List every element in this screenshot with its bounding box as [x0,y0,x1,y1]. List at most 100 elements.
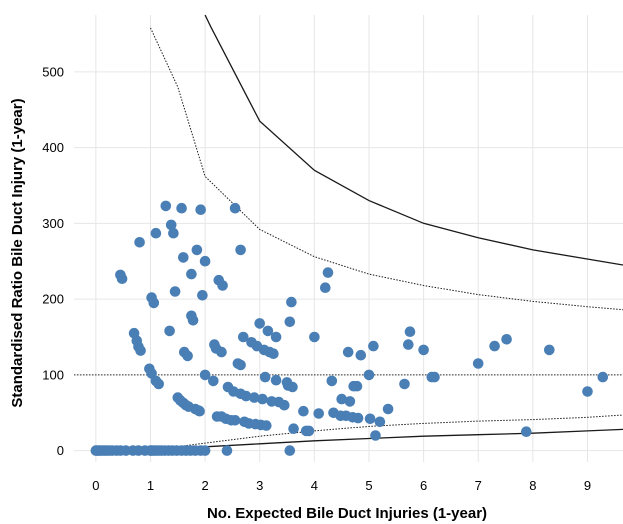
data-point [238,331,249,343]
data-point [178,252,189,263]
data-point [257,393,268,405]
data-point [521,426,532,438]
dotted-upper-limit-line [150,27,623,311]
data-point [355,349,367,361]
data-point [582,386,593,397]
x-tick-label: 2 [201,478,208,493]
data-point [208,375,219,387]
data-point [489,340,500,352]
data-point [262,325,274,337]
data-point [270,331,282,343]
data-point [235,359,246,371]
x-tick-label: 0 [92,478,99,493]
y-axis-ticks: 0 100 200 300 400 500 [42,64,64,458]
data-point [194,405,205,417]
solid-lower-limit-line [150,428,623,452]
data-point [368,340,379,352]
x-tick-label: 8 [529,478,536,493]
dotted-lower-limit-line [147,414,623,452]
data-point [160,200,172,212]
data-point [399,378,410,390]
data-point [472,358,484,369]
data-point [322,267,334,278]
y-tick-label: 400 [42,140,64,155]
data-point [501,334,512,345]
data-point [217,280,228,291]
data-point [352,412,364,424]
data-point [199,255,211,267]
data-point [284,316,296,328]
data-point [254,318,265,329]
data-point [134,237,145,248]
data-point [403,339,414,350]
data-point [344,396,356,407]
data-point [153,378,164,390]
x-axis-ticks: 0 1 2 3 4 5 6 7 8 9 [92,478,591,493]
data-point [199,445,211,456]
data-point [182,350,193,362]
data-point [279,399,290,411]
data-point [363,369,375,381]
data-point [429,371,440,383]
y-tick-label: 500 [42,64,64,79]
data-point [298,405,309,417]
y-tick-label: 100 [42,367,64,382]
funnel-limit-lines [147,14,623,452]
data-point [270,374,282,386]
data-point [382,403,394,415]
x-tick-label: 3 [256,478,263,493]
data-point [268,348,279,360]
data-point [418,344,429,356]
data-point [336,393,348,405]
x-tick-label: 6 [420,478,427,493]
y-tick-label: 0 [57,443,64,458]
data-point [116,273,128,285]
data-point [364,413,376,425]
x-tick-label: 4 [311,478,318,493]
data-point [229,202,241,214]
data-point [165,219,177,231]
data-point [544,344,555,356]
data-point [135,345,146,356]
data-point [597,371,609,383]
data-points [90,200,609,456]
data-point [303,425,315,437]
data-point [284,445,296,456]
x-tick-label: 1 [147,478,154,493]
data-point [313,408,325,419]
data-point [320,282,331,294]
data-point [229,415,241,426]
data-point [288,423,299,435]
data-point [187,315,199,326]
data-point [351,380,363,392]
data-point [186,268,197,280]
data-point [286,296,297,308]
y-axis-title: Standardised Ratio Bile Duct Injury (1-y… [9,98,26,407]
data-point [199,369,211,381]
data-point [261,420,272,431]
x-axis-title: No. Expected Bile Duct Injuries (1-year) [207,505,487,522]
data-point [197,290,208,301]
data-point [404,326,416,338]
data-point [342,346,354,358]
data-point [240,390,252,402]
data-point [287,381,298,393]
data-point [176,202,187,214]
data-point [374,416,386,428]
data-point [221,445,233,456]
x-tick-label: 9 [584,478,591,493]
data-point [191,244,203,256]
solid-upper-limit-line [204,14,623,266]
data-point [216,346,227,358]
data-point [370,430,381,441]
data-point [195,204,206,215]
data-point [326,375,338,387]
data-point [148,297,160,309]
x-tick-label: 5 [365,478,372,493]
data-point [164,325,175,337]
data-point [150,227,162,239]
y-tick-label: 200 [42,292,64,307]
y-tick-label: 300 [42,216,64,231]
